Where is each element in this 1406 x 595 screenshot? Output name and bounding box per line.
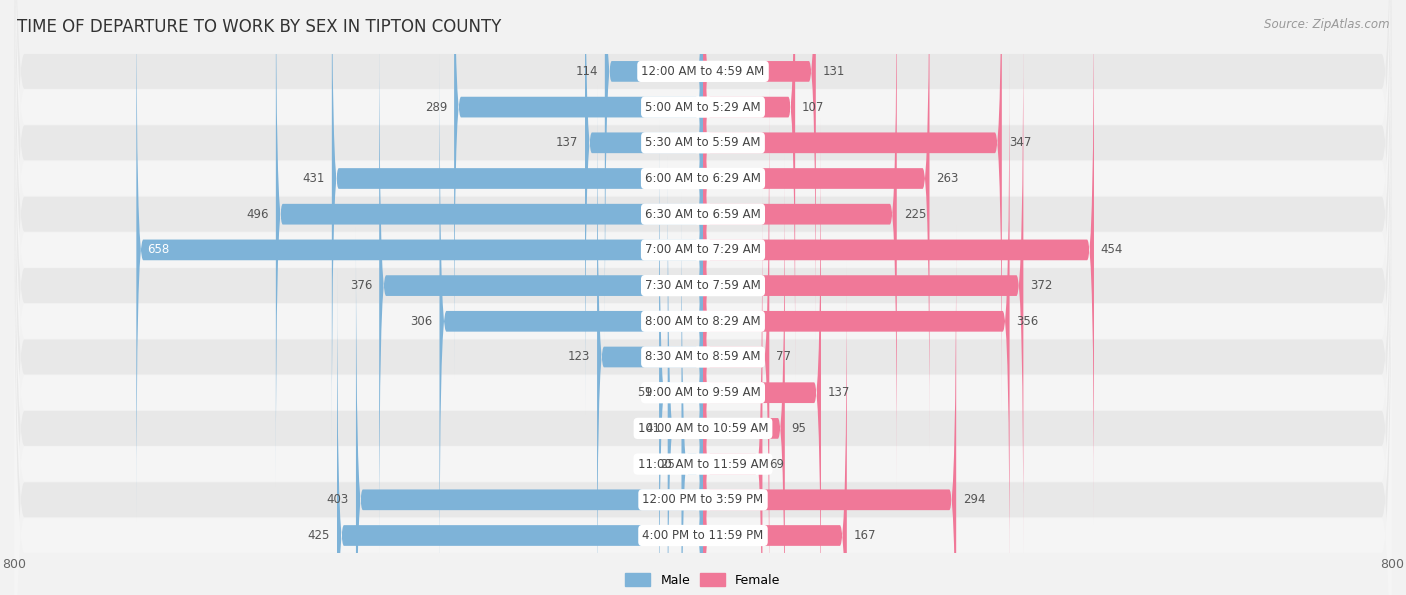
- FancyBboxPatch shape: [14, 0, 1392, 595]
- FancyBboxPatch shape: [440, 46, 703, 595]
- Text: 658: 658: [146, 243, 169, 256]
- Text: 131: 131: [823, 65, 845, 78]
- Text: 356: 356: [1017, 315, 1039, 328]
- Text: 6:00 AM to 6:29 AM: 6:00 AM to 6:29 AM: [645, 172, 761, 185]
- Text: 5:30 AM to 5:59 AM: 5:30 AM to 5:59 AM: [645, 136, 761, 149]
- Text: 69: 69: [769, 458, 785, 471]
- FancyBboxPatch shape: [703, 0, 1094, 525]
- Text: 306: 306: [411, 315, 433, 328]
- FancyBboxPatch shape: [14, 0, 1392, 595]
- FancyBboxPatch shape: [659, 117, 703, 595]
- Text: 137: 137: [828, 386, 851, 399]
- FancyBboxPatch shape: [454, 0, 703, 383]
- FancyBboxPatch shape: [14, 124, 1392, 595]
- FancyBboxPatch shape: [703, 153, 785, 595]
- FancyBboxPatch shape: [703, 82, 769, 595]
- FancyBboxPatch shape: [14, 0, 1392, 483]
- Text: 496: 496: [246, 208, 269, 221]
- Text: 12:00 AM to 4:59 AM: 12:00 AM to 4:59 AM: [641, 65, 765, 78]
- Text: 7:00 AM to 7:29 AM: 7:00 AM to 7:29 AM: [645, 243, 761, 256]
- Text: 51: 51: [637, 386, 652, 399]
- FancyBboxPatch shape: [703, 0, 815, 347]
- FancyBboxPatch shape: [703, 10, 1024, 561]
- Text: 123: 123: [568, 350, 591, 364]
- FancyBboxPatch shape: [14, 0, 1392, 595]
- Text: 8:30 AM to 8:59 AM: 8:30 AM to 8:59 AM: [645, 350, 761, 364]
- Text: 137: 137: [555, 136, 578, 149]
- FancyBboxPatch shape: [14, 89, 1392, 595]
- Text: 425: 425: [308, 529, 330, 542]
- Text: 294: 294: [963, 493, 986, 506]
- Text: 289: 289: [425, 101, 447, 114]
- FancyBboxPatch shape: [703, 260, 846, 595]
- Text: TIME OF DEPARTURE TO WORK BY SEX IN TIPTON COUNTY: TIME OF DEPARTURE TO WORK BY SEX IN TIPT…: [17, 18, 502, 36]
- Text: 372: 372: [1031, 279, 1053, 292]
- Text: 225: 225: [904, 208, 927, 221]
- FancyBboxPatch shape: [337, 260, 703, 595]
- FancyBboxPatch shape: [14, 0, 1392, 590]
- Text: 11:00 AM to 11:59 AM: 11:00 AM to 11:59 AM: [638, 458, 768, 471]
- Text: 9:00 AM to 9:59 AM: 9:00 AM to 9:59 AM: [645, 386, 761, 399]
- FancyBboxPatch shape: [605, 0, 703, 347]
- FancyBboxPatch shape: [682, 189, 703, 595]
- FancyBboxPatch shape: [136, 0, 703, 525]
- FancyBboxPatch shape: [585, 0, 703, 418]
- FancyBboxPatch shape: [703, 189, 762, 595]
- FancyBboxPatch shape: [703, 0, 897, 490]
- Text: 5:00 AM to 5:29 AM: 5:00 AM to 5:29 AM: [645, 101, 761, 114]
- Text: 347: 347: [1008, 136, 1031, 149]
- FancyBboxPatch shape: [703, 0, 1002, 418]
- Text: 454: 454: [1101, 243, 1123, 256]
- Text: 263: 263: [936, 172, 959, 185]
- FancyBboxPatch shape: [14, 0, 1392, 518]
- Text: 4:00 PM to 11:59 PM: 4:00 PM to 11:59 PM: [643, 529, 763, 542]
- FancyBboxPatch shape: [14, 0, 1392, 595]
- Text: 77: 77: [776, 350, 792, 364]
- FancyBboxPatch shape: [14, 53, 1392, 595]
- Text: 10:00 AM to 10:59 AM: 10:00 AM to 10:59 AM: [638, 422, 768, 435]
- FancyBboxPatch shape: [703, 117, 821, 595]
- FancyBboxPatch shape: [276, 0, 703, 490]
- FancyBboxPatch shape: [14, 17, 1392, 595]
- Text: 12:00 PM to 3:59 PM: 12:00 PM to 3:59 PM: [643, 493, 763, 506]
- FancyBboxPatch shape: [380, 10, 703, 561]
- FancyBboxPatch shape: [703, 0, 929, 454]
- Legend: Male, Female: Male, Female: [620, 568, 786, 592]
- FancyBboxPatch shape: [703, 224, 956, 595]
- Text: 167: 167: [853, 529, 876, 542]
- Text: 114: 114: [575, 65, 598, 78]
- Text: 7:30 AM to 7:59 AM: 7:30 AM to 7:59 AM: [645, 279, 761, 292]
- Text: 6:30 AM to 6:59 AM: 6:30 AM to 6:59 AM: [645, 208, 761, 221]
- Text: 431: 431: [302, 172, 325, 185]
- Text: Source: ZipAtlas.com: Source: ZipAtlas.com: [1264, 18, 1389, 31]
- FancyBboxPatch shape: [14, 0, 1392, 595]
- FancyBboxPatch shape: [703, 0, 796, 383]
- FancyBboxPatch shape: [598, 82, 703, 595]
- FancyBboxPatch shape: [668, 153, 703, 595]
- FancyBboxPatch shape: [14, 0, 1392, 554]
- Text: 25: 25: [659, 458, 675, 471]
- FancyBboxPatch shape: [14, 0, 1392, 595]
- Text: 403: 403: [326, 493, 349, 506]
- Text: 95: 95: [792, 422, 807, 435]
- FancyBboxPatch shape: [356, 224, 703, 595]
- FancyBboxPatch shape: [332, 0, 703, 454]
- Text: 41: 41: [645, 422, 661, 435]
- Text: 376: 376: [350, 279, 373, 292]
- Text: 107: 107: [801, 101, 824, 114]
- FancyBboxPatch shape: [703, 46, 1010, 595]
- Text: 8:00 AM to 8:29 AM: 8:00 AM to 8:29 AM: [645, 315, 761, 328]
